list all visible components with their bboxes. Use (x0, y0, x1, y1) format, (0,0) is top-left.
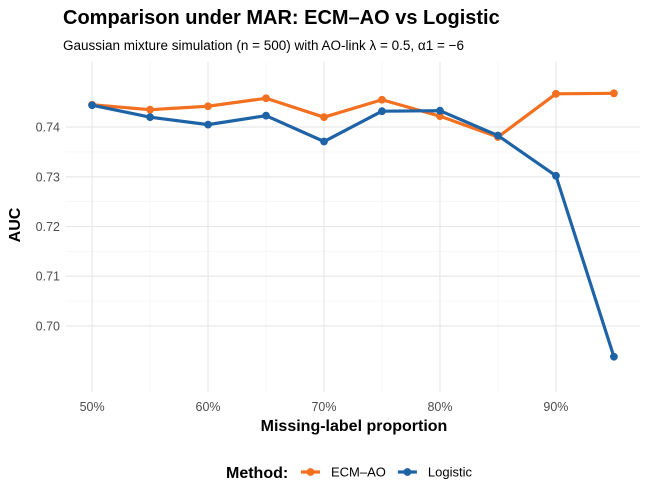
data-point-ecm-ao (262, 94, 270, 103)
y-tick-label: 0.72 (36, 220, 60, 234)
data-point-logistic (494, 131, 502, 140)
data-point-logistic (204, 120, 212, 129)
data-point-ecm-ao (436, 112, 444, 121)
legend-title: Method: (226, 465, 288, 482)
data-point-ecm-ao (204, 102, 212, 111)
data-point-ecm-ao (552, 89, 560, 98)
data-point-logistic (436, 106, 444, 115)
legend: Method: ECM–AO Logistic (226, 465, 472, 483)
series-line-logistic (90, 103, 616, 359)
data-point-logistic (320, 137, 328, 146)
legend-key-point (403, 468, 412, 476)
y-axis-title: AUC (7, 207, 24, 242)
data-point-logistic (378, 107, 386, 116)
y-tick-label: 0.74 (36, 121, 60, 135)
data-point-logistic (610, 352, 618, 361)
data-point-logistic (262, 111, 270, 120)
legend-label: ECM–AO (331, 465, 386, 480)
y-tick-label: 0.70 (36, 319, 60, 333)
chart-title: Comparison under MAR: ECM–AO vs Logistic (63, 7, 500, 29)
x-tick-label: 50% (80, 400, 105, 414)
data-point-logistic (552, 171, 560, 180)
x-tick-label: 70% (311, 400, 336, 414)
data-point-ecm-ao (378, 95, 386, 104)
series-layer (88, 89, 618, 361)
legend-label: Logistic (428, 465, 473, 480)
series-logistic (88, 101, 618, 361)
data-point-logistic (88, 101, 96, 110)
legend-item-ecm-ao: ECM–AO (301, 465, 386, 480)
x-axis: 50% 60% 70% 80% 90% (80, 400, 569, 414)
x-tick-label: 90% (543, 400, 568, 414)
y-tick-label: 0.71 (36, 270, 60, 284)
data-point-logistic (146, 113, 154, 122)
data-point-ecm-ao (610, 89, 618, 98)
data-point-ecm-ao (320, 113, 328, 122)
y-tick-label: 0.73 (36, 170, 60, 184)
x-tick-label: 60% (196, 400, 221, 414)
y-axis: 0.70 0.71 0.72 0.73 0.74 (36, 121, 60, 334)
series-ecm-ao (88, 89, 618, 141)
x-tick-label: 80% (427, 400, 452, 414)
x-axis-title: Missing-label proportion (261, 418, 448, 435)
chart-subtitle: Gaussian mixture simulation (n = 500) wi… (63, 38, 464, 53)
data-point-ecm-ao (146, 105, 154, 114)
series-line-ecm-ao (90, 91, 616, 139)
legend-item-logistic: Logistic (397, 465, 473, 480)
legend-key-point (306, 468, 315, 476)
